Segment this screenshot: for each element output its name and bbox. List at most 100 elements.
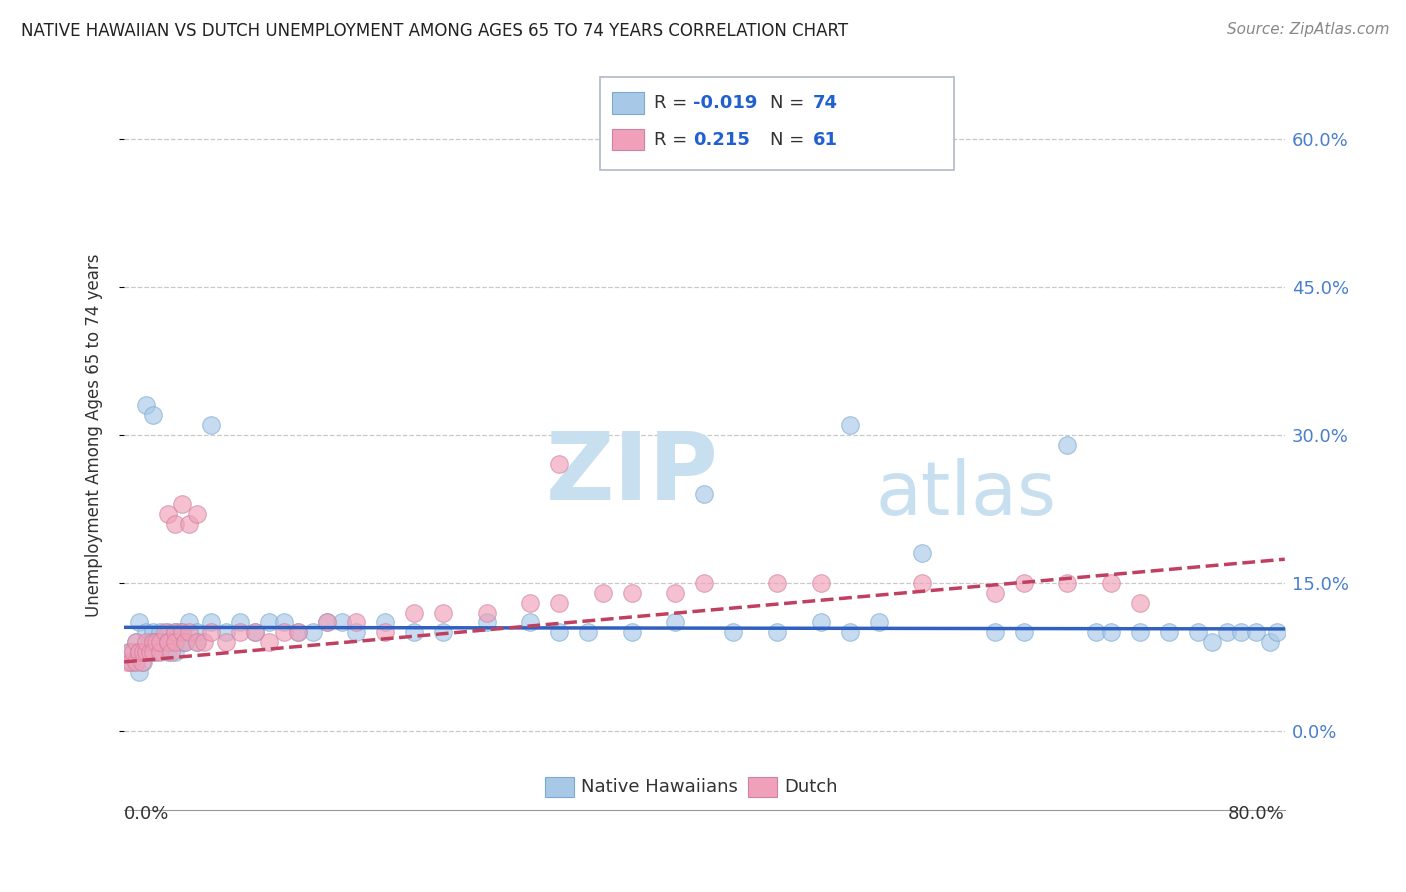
Point: [153, 635, 176, 649]
Text: NATIVE HAWAIIAN VS DUTCH UNEMPLOYMENT AMONG AGES 65 TO 74 YEARS CORRELATION CHAR: NATIVE HAWAIIAN VS DUTCH UNEMPLOYMENT AM…: [21, 22, 848, 40]
Text: 74: 74: [813, 94, 838, 112]
Text: 80.0%: 80.0%: [1227, 805, 1285, 823]
Point: [142, 645, 165, 659]
Point: [124, 655, 146, 669]
Point: [287, 625, 309, 640]
Point: [404, 606, 426, 620]
Point: [156, 625, 179, 640]
Point: [131, 655, 153, 669]
Point: [131, 645, 153, 659]
Text: Source: ZipAtlas.com: Source: ZipAtlas.com: [1226, 22, 1389, 37]
Point: [316, 615, 339, 630]
Point: [1230, 625, 1253, 640]
Point: [664, 586, 686, 600]
Point: [301, 625, 323, 640]
Point: [620, 625, 643, 640]
Point: [172, 625, 194, 640]
FancyBboxPatch shape: [612, 128, 644, 151]
Point: [693, 575, 716, 590]
Point: [1157, 625, 1180, 640]
Point: [548, 596, 571, 610]
Point: [125, 635, 148, 649]
Point: [1267, 625, 1289, 640]
Point: [172, 635, 194, 649]
Point: [128, 615, 150, 630]
Text: 0.0%: 0.0%: [124, 805, 170, 823]
Point: [156, 635, 179, 649]
Point: [316, 615, 339, 630]
Text: Dutch: Dutch: [785, 779, 838, 797]
Point: [1129, 625, 1152, 640]
Y-axis label: Unemployment Among Ages 65 to 74 years: Unemployment Among Ages 65 to 74 years: [86, 253, 103, 616]
Point: [766, 625, 789, 640]
Point: [121, 645, 143, 659]
Point: [1085, 625, 1108, 640]
Point: [404, 625, 426, 640]
Point: [1056, 438, 1078, 452]
Point: [117, 645, 139, 659]
Point: [149, 635, 172, 649]
Text: 61: 61: [813, 131, 838, 149]
Point: [243, 625, 266, 640]
Point: [115, 655, 138, 669]
Point: [145, 645, 167, 659]
Point: [179, 625, 201, 640]
Text: N =: N =: [769, 94, 810, 112]
FancyBboxPatch shape: [546, 778, 574, 797]
Point: [186, 625, 208, 640]
Point: [1201, 635, 1223, 649]
Point: [186, 635, 208, 649]
Point: [135, 625, 157, 640]
Point: [159, 645, 181, 659]
Point: [620, 586, 643, 600]
Point: [273, 625, 295, 640]
Point: [1244, 625, 1267, 640]
Point: [576, 625, 599, 640]
Point: [163, 635, 186, 649]
Point: [243, 625, 266, 640]
Point: [142, 408, 165, 422]
Point: [475, 615, 498, 630]
FancyBboxPatch shape: [748, 778, 778, 797]
Point: [118, 645, 141, 659]
Point: [156, 635, 179, 649]
Point: [142, 635, 165, 649]
Point: [664, 615, 686, 630]
Point: [200, 615, 222, 630]
Point: [257, 615, 280, 630]
Point: [125, 635, 148, 649]
Text: R =: R =: [654, 94, 693, 112]
Point: [344, 625, 367, 640]
Point: [193, 635, 215, 649]
Point: [838, 625, 860, 640]
Point: [273, 615, 295, 630]
Point: [1012, 625, 1035, 640]
Point: [145, 635, 167, 649]
Point: [179, 516, 201, 531]
Point: [200, 417, 222, 432]
Point: [146, 635, 169, 649]
Point: [1099, 575, 1122, 590]
Text: -0.019: -0.019: [693, 94, 758, 112]
Text: ZIP: ZIP: [546, 428, 718, 520]
Point: [229, 615, 252, 630]
Point: [120, 655, 142, 669]
Point: [215, 635, 238, 649]
Point: [374, 625, 396, 640]
Point: [135, 645, 157, 659]
Point: [139, 635, 162, 649]
Point: [1129, 596, 1152, 610]
Text: atlas: atlas: [875, 458, 1056, 531]
FancyBboxPatch shape: [612, 92, 644, 114]
Point: [163, 625, 186, 640]
Point: [838, 417, 860, 432]
Point: [1099, 625, 1122, 640]
Text: 0.215: 0.215: [693, 131, 749, 149]
Point: [1258, 635, 1281, 649]
Point: [128, 645, 150, 659]
Point: [153, 625, 176, 640]
Point: [135, 635, 157, 649]
Point: [163, 645, 186, 659]
Text: N =: N =: [769, 131, 810, 149]
Point: [519, 596, 541, 610]
